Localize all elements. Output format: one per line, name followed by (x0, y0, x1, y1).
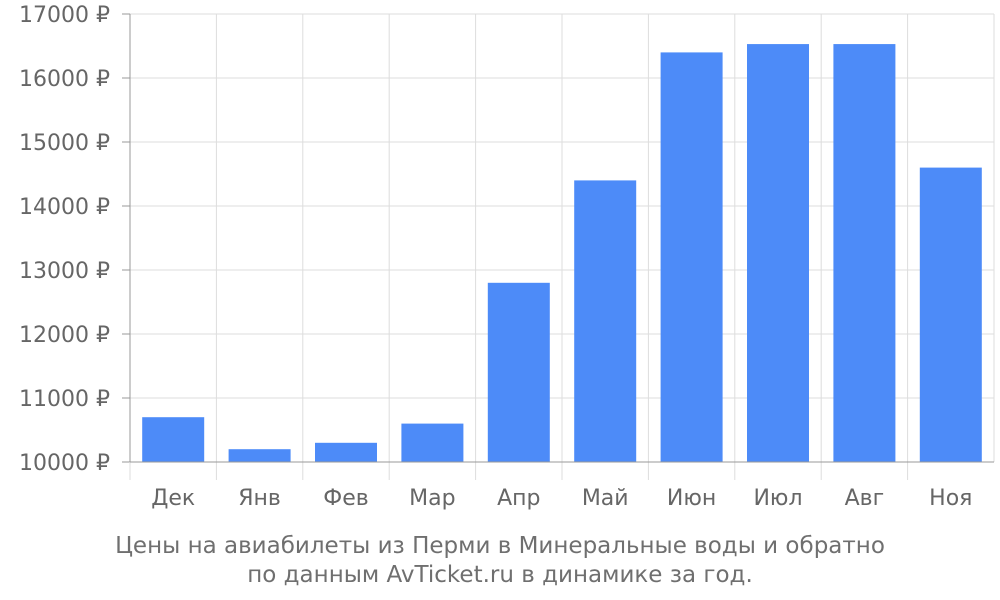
bar-chart: 10000 ₽ 11000 ₽ 12000 ₽ 13000 ₽ 14000 ₽ 15000… (19, 3, 995, 511)
x-tick-label: Мар (409, 486, 455, 511)
y-tick-label: 11000 ₽ (19, 387, 110, 412)
chart-caption: Цены на авиабилеты из Перми в Минеральны… (0, 532, 1000, 590)
caption-line-2: по данным AvTicket.ru в динамике за год. (247, 562, 753, 588)
y-tick-label: 17000 ₽ (19, 3, 110, 28)
bar (315, 442, 377, 462)
gridlines (130, 13, 995, 463)
bar (747, 44, 809, 462)
x-tick-label: Апр (497, 486, 540, 511)
y-tick-label: 14000 ₽ (19, 195, 110, 220)
x-tick-label: Май (582, 486, 629, 511)
bar (228, 449, 291, 462)
y-tick-label: 12000 ₽ (19, 323, 110, 348)
caption-line-1: Цены на авиабилеты из Перми в Минеральны… (115, 533, 885, 559)
tick-labels: 10000 ₽ 11000 ₽ 12000 ₽ 13000 ₽ 14000 ₽ 15000… (19, 3, 972, 511)
axes (122, 13, 994, 480)
bar (142, 417, 205, 462)
bars (142, 44, 982, 463)
x-tick-label: Янв (238, 486, 281, 511)
bar (660, 52, 723, 463)
bar (574, 180, 637, 462)
x-tick-label: Дек (151, 486, 195, 511)
x-tick-label: Фев (323, 486, 368, 511)
bar (487, 282, 550, 462)
y-tick-label: 15000 ₽ (19, 131, 110, 156)
y-tick-label: 10000 ₽ (19, 451, 110, 476)
y-tick-label: 13000 ₽ (19, 259, 110, 284)
x-tick-label: Ноя (929, 486, 972, 511)
x-tick-label: Авг (845, 486, 885, 511)
x-tick-label: Июл (753, 486, 802, 511)
x-tick-label: Июн (667, 486, 716, 511)
bar (833, 44, 896, 462)
bar (919, 167, 982, 462)
y-tick-label: 16000 ₽ (19, 67, 110, 92)
bar (401, 423, 464, 462)
